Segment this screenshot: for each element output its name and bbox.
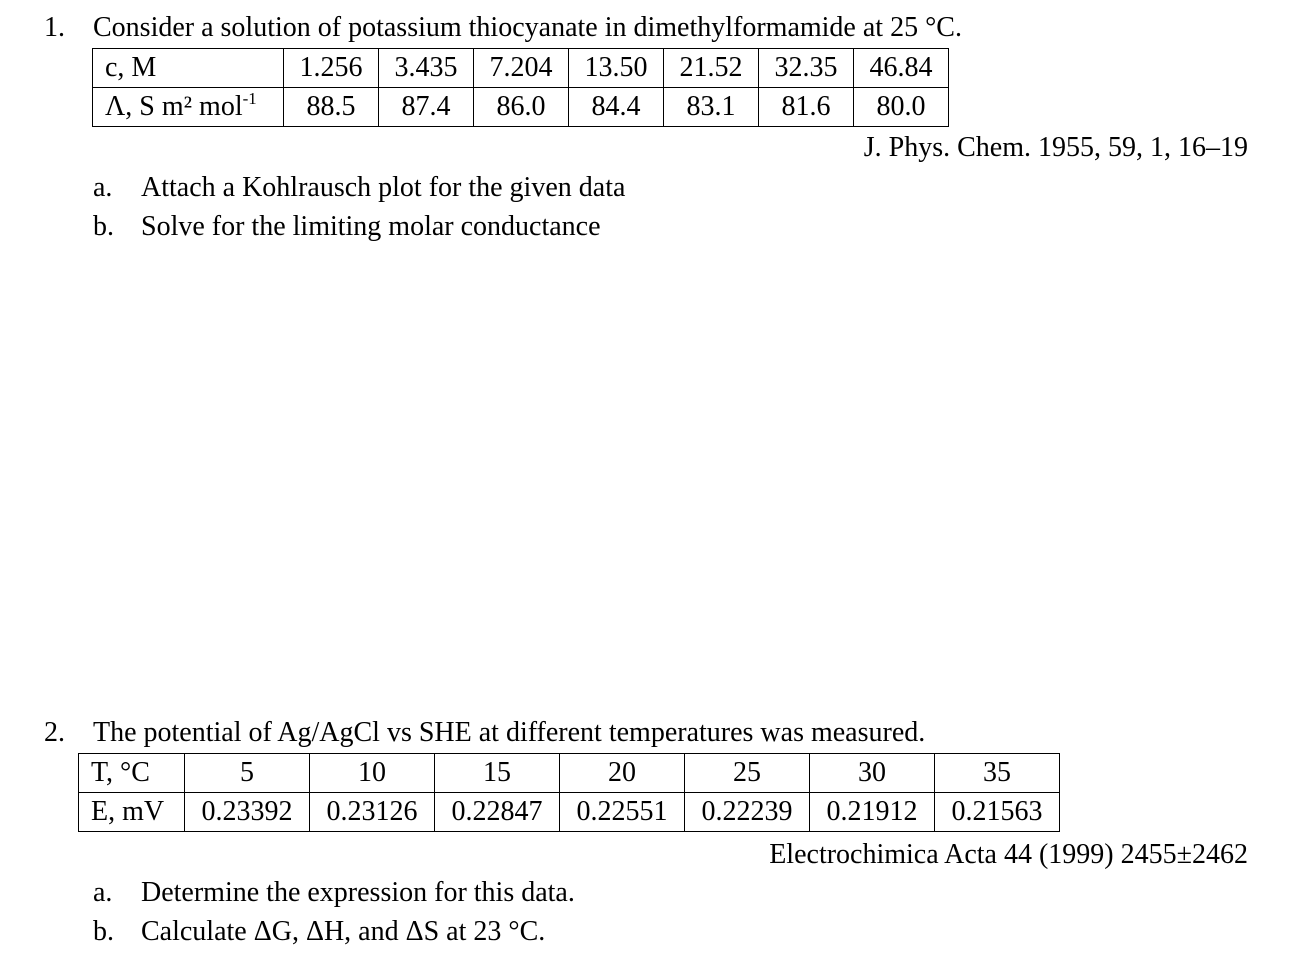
table-cell: 46.84 <box>853 48 949 88</box>
subpart-letter: a. <box>93 172 113 203</box>
subpart-letter: b. <box>93 916 114 947</box>
table-row: E, mV 0.23392 0.23126 0.22847 0.22551 0.… <box>78 792 1060 832</box>
table-cell: 0.22551 <box>559 792 685 832</box>
table-cell: 35 <box>934 753 1060 793</box>
row-header-concentration: c, M <box>92 48 284 88</box>
source-citation-2: Electrochimica Acta 44 (1999) 2455±2462 <box>769 839 1248 870</box>
potential-table: T, °C 5 10 15 20 25 30 35 E, mV 0.23392 … <box>78 753 1060 832</box>
subpart-text: Calculate ΔG, ΔH, and ΔS at 23 °C. <box>141 916 546 947</box>
molar-conductance-exponent: -1 <box>242 89 257 108</box>
table-cell: 7.204 <box>473 48 569 88</box>
problem-2-number: 2. <box>44 717 65 748</box>
table-cell: 81.6 <box>758 87 854 127</box>
table-cell: 20 <box>559 753 685 793</box>
table-cell: 84.4 <box>568 87 664 127</box>
source-citation-1: J. Phys. Chem. 1955, 59, 1, 16–19 <box>863 132 1248 163</box>
table-cell: 0.21563 <box>934 792 1060 832</box>
subpart-text: Attach a Kohlrausch plot for the given d… <box>141 172 626 203</box>
subpart-letter: a. <box>93 877 113 908</box>
row-header-potential: E, mV <box>78 792 185 832</box>
table-cell: 87.4 <box>378 87 474 127</box>
table-row: T, °C 5 10 15 20 25 30 35 <box>78 753 1060 793</box>
table-cell: 80.0 <box>853 87 949 127</box>
subpart-text: Determine the expression for this data. <box>141 877 575 908</box>
table-row: c, M 1.256 3.435 7.204 13.50 21.52 32.35… <box>92 48 949 88</box>
table-cell: 0.22239 <box>684 792 810 832</box>
table-cell: 0.23126 <box>309 792 435 832</box>
table-cell: 3.435 <box>378 48 474 88</box>
table-cell: 88.5 <box>283 87 379 127</box>
table-cell: 1.256 <box>283 48 379 88</box>
table-cell: 13.50 <box>568 48 664 88</box>
problem-1-number: 1. <box>44 12 65 43</box>
table-cell: 83.1 <box>663 87 759 127</box>
table-cell: 0.23392 <box>184 792 310 832</box>
problem-2-statement: The potential of Ag/AgCl vs SHE at diffe… <box>93 717 926 748</box>
subpart-text: Solve for the limiting molar conductance <box>141 211 601 242</box>
table-cell: 0.21912 <box>809 792 935 832</box>
conductance-table: c, M 1.256 3.435 7.204 13.50 21.52 32.35… <box>92 48 949 127</box>
table-cell: 5 <box>184 753 310 793</box>
table-cell: 10 <box>309 753 435 793</box>
row-header-molar-conductance: Λ, S m² mol-1 <box>92 87 284 127</box>
table-cell: 32.35 <box>758 48 854 88</box>
table-cell: 0.22847 <box>434 792 560 832</box>
table-cell: 30 <box>809 753 935 793</box>
subpart-letter: b. <box>93 211 114 242</box>
row-header-temperature: T, °C <box>78 753 185 793</box>
table-cell: 25 <box>684 753 810 793</box>
table-cell: 86.0 <box>473 87 569 127</box>
table-row: Λ, S m² mol-1 88.5 87.4 86.0 84.4 83.1 8… <box>92 87 949 127</box>
table-cell: 21.52 <box>663 48 759 88</box>
table-cell: 15 <box>434 753 560 793</box>
molar-conductance-label: Λ, S m² mol <box>105 91 243 122</box>
problem-1-statement: Consider a solution of potassium thiocya… <box>93 12 962 43</box>
